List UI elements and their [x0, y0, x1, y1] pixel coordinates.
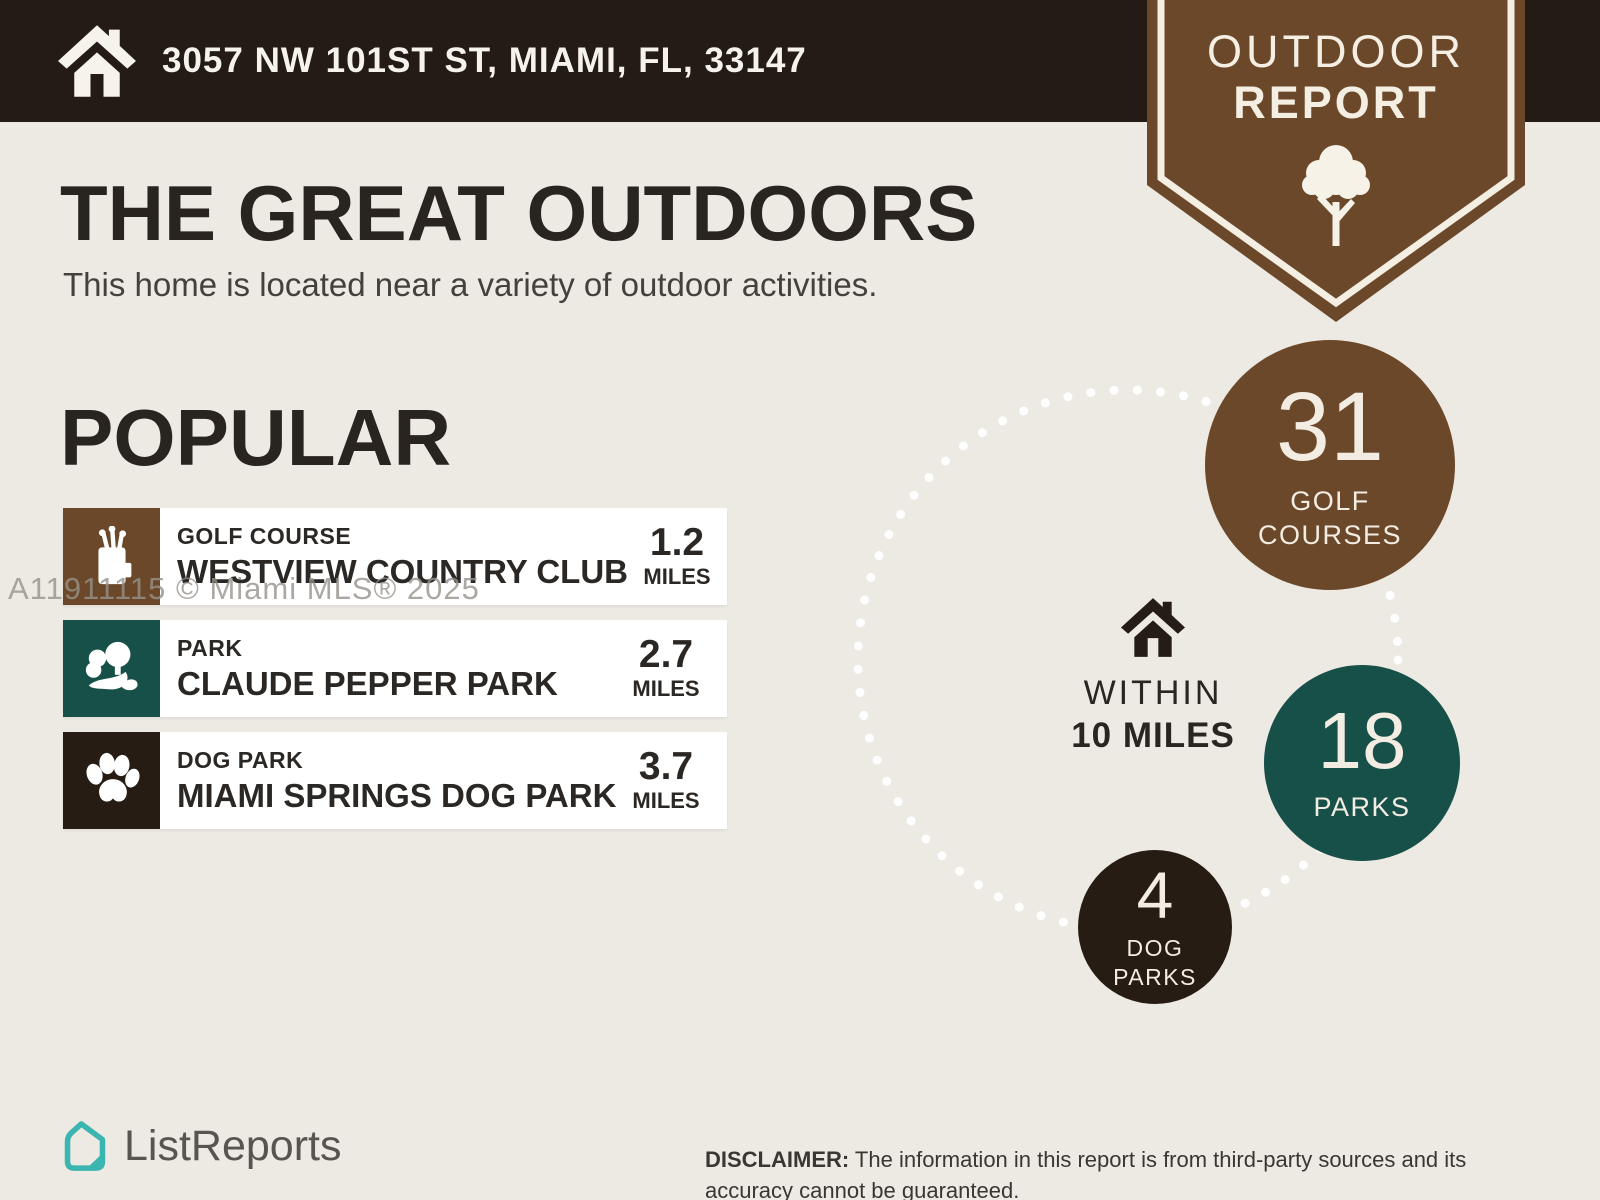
page-subtitle: This home is located near a variety of o… [63, 266, 878, 303]
place-name: MIAMI SPRINGS DOG PARK [177, 776, 617, 814]
mls-watermark: A11911115 © Miami MLS® 2025 [8, 571, 480, 606]
within-label: WITHIN [1083, 674, 1223, 712]
badge-title-line1: OUTDOOR [1207, 26, 1465, 77]
stat-parks: 18 PARKS [1264, 665, 1460, 861]
distance-value: 3.7 [638, 745, 694, 788]
stat-golf-courses: 31 GOLF COURSES [1205, 340, 1455, 590]
category-label: GOLF COURSE [177, 522, 352, 549]
golf-bag-icon [63, 508, 160, 605]
page-title: THE GREAT OUTDOORS [60, 169, 978, 257]
home-icon [58, 25, 136, 97]
category-label: PARK [177, 634, 243, 661]
stat-dog-parks: 4 DOG PARKS [1078, 850, 1232, 1004]
place-name: WESTVIEW COUNTRY CLUB [177, 552, 628, 590]
stat-label: PARKS [1313, 792, 1411, 823]
disclaimer-text: The information in this report is from t… [705, 1147, 1467, 1200]
tree-icon [1302, 145, 1370, 246]
property-address: 3057 NW 101ST ST, MIAMI, FL, 33147 [162, 41, 807, 80]
place-name: CLAUDE PEPPER PARK [177, 664, 558, 702]
disclaimer: DISCLAIMER: The information in this repo… [705, 1144, 1505, 1200]
brand-name: ListReports [124, 1121, 342, 1170]
paw-icon [63, 732, 160, 829]
park-trees-icon [63, 620, 160, 717]
distance-value: 1.2 [649, 521, 705, 564]
distance-value: 2.7 [638, 633, 694, 676]
stat-value: 18 [1317, 696, 1407, 786]
distance-unit: MILES [643, 564, 711, 589]
listreports-icon [64, 1121, 106, 1171]
radius-center-info: WITHIN 10 MILES [1053, 598, 1253, 756]
listreports-logo: ListReports [62, 1120, 341, 1172]
stat-label: GOLF COURSES [1257, 485, 1403, 550]
list-item-dog-park: DOG PARK MIAMI SPRINGS DOG PARK 3.7 MILE… [63, 732, 727, 829]
stat-value: 4 [1136, 858, 1174, 933]
list-item-park: PARK CLAUDE PEPPER PARK 2.7 MILES [63, 620, 727, 717]
popular-list: GOLF COURSE WESTVIEW COUNTRY CLUB 1.2 MI… [63, 508, 727, 829]
disclaimer-label: DISCLAIMER: [705, 1147, 850, 1172]
distance-unit: MILES [632, 676, 700, 701]
category-label: DOG PARK [177, 746, 304, 773]
home-icon [1121, 598, 1185, 657]
stat-label: DOG PARKS [1113, 935, 1197, 990]
section-title: POPULAR [60, 393, 452, 482]
distance-unit: MILES [632, 788, 700, 813]
stat-value: 31 [1276, 371, 1384, 481]
badge-title-line2: REPORT [1233, 77, 1439, 128]
outdoor-report-badge: OUTDOOR REPORT [1147, 0, 1525, 324]
radius-label: 10 MILES [1071, 716, 1235, 755]
list-item-golf-course: GOLF COURSE WESTVIEW COUNTRY CLUB 1.2 MI… [63, 508, 727, 605]
